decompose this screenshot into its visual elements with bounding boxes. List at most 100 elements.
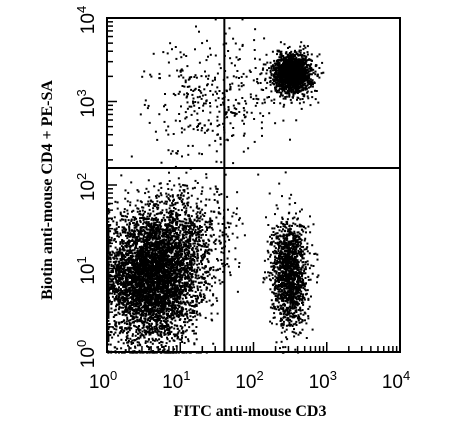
event-dot xyxy=(189,260,191,263)
event-dot xyxy=(135,268,138,271)
event-dot xyxy=(146,215,149,218)
event-dot xyxy=(195,298,198,301)
event-dot xyxy=(156,248,159,251)
event-dot xyxy=(114,229,117,232)
event-dot xyxy=(165,282,168,285)
event-dot xyxy=(123,283,126,286)
event-dot xyxy=(126,323,128,325)
event-dot xyxy=(161,257,164,260)
event-dot xyxy=(134,291,137,294)
event-dot xyxy=(107,336,110,339)
event-dot xyxy=(133,310,136,313)
event-dot xyxy=(144,330,147,333)
event-dot xyxy=(188,279,191,282)
event-dot xyxy=(132,270,135,273)
event-dot xyxy=(119,242,122,245)
event-dot xyxy=(115,298,118,301)
event-dot xyxy=(289,302,292,305)
event-dot xyxy=(127,344,129,347)
event-dot xyxy=(145,281,148,284)
event-dot xyxy=(136,259,138,262)
event-dot xyxy=(139,219,142,222)
event-dot xyxy=(126,231,129,234)
event-dot xyxy=(183,250,186,253)
event-dot xyxy=(122,313,125,316)
event-dot xyxy=(134,325,137,328)
event-dot xyxy=(151,288,154,291)
event-dot xyxy=(136,189,139,192)
event-dot xyxy=(162,299,165,302)
event-dot xyxy=(191,312,194,314)
event-dot xyxy=(136,247,139,250)
event-dot xyxy=(158,277,161,280)
event-dot xyxy=(183,241,186,244)
event-dot xyxy=(157,225,160,228)
event-dot xyxy=(184,264,187,267)
event-dot xyxy=(173,295,176,297)
event-dot xyxy=(160,335,163,338)
event-dot xyxy=(160,331,163,334)
event-dot xyxy=(165,301,168,304)
event-dot xyxy=(138,263,141,266)
event-dot xyxy=(125,335,128,338)
event-dot xyxy=(110,278,113,281)
event-dot xyxy=(159,201,161,204)
event-dot xyxy=(158,263,161,266)
event-dot xyxy=(157,266,160,269)
event-dot xyxy=(107,302,110,305)
event-dot xyxy=(174,319,177,322)
event-dot xyxy=(118,270,121,273)
event-dot xyxy=(123,208,126,211)
event-dot xyxy=(165,254,168,257)
event-dot xyxy=(186,315,189,318)
event-dot xyxy=(127,326,130,329)
event-dot xyxy=(117,311,120,314)
event-dot xyxy=(175,314,178,317)
event-dot xyxy=(194,304,197,307)
event-dot xyxy=(127,270,130,273)
event-dot xyxy=(208,267,211,270)
event-dot xyxy=(153,281,156,284)
event-dot xyxy=(157,250,160,253)
event-dot xyxy=(199,293,202,296)
event-dot xyxy=(113,239,116,242)
event-dot xyxy=(173,327,176,330)
event-dot xyxy=(161,295,163,298)
event-dot xyxy=(198,281,201,284)
event-dot xyxy=(164,345,167,347)
event-dot xyxy=(147,200,150,203)
event-dot xyxy=(154,309,157,312)
event-dot xyxy=(168,281,171,284)
event-dot xyxy=(144,307,146,310)
event-dot xyxy=(157,309,160,312)
event-dot xyxy=(192,283,195,286)
event-dot xyxy=(150,260,153,263)
event-dot xyxy=(165,264,168,267)
event-dot xyxy=(186,224,189,227)
event-dot xyxy=(118,303,121,306)
event-dot xyxy=(169,239,172,242)
event-dot xyxy=(176,231,178,234)
event-dot xyxy=(113,299,116,302)
event-dot xyxy=(170,279,173,281)
event-dot xyxy=(144,240,147,243)
event-dot xyxy=(109,245,112,248)
event-dot xyxy=(149,331,152,334)
event-dot xyxy=(145,237,148,240)
event-dot xyxy=(134,272,136,275)
event-dot xyxy=(143,247,145,250)
event-dot xyxy=(178,295,181,298)
event-dot xyxy=(127,330,130,333)
event-dot xyxy=(208,273,211,276)
event-dot xyxy=(179,273,182,276)
event-dot xyxy=(169,243,172,245)
event-dot xyxy=(118,252,121,255)
event-dot xyxy=(193,268,196,271)
event-dot xyxy=(110,218,113,221)
event-dot xyxy=(196,294,199,297)
event-dot xyxy=(147,212,150,215)
event-dot xyxy=(137,229,140,232)
event-dot xyxy=(159,257,162,260)
event-dot xyxy=(159,247,162,250)
event-dot xyxy=(155,195,157,198)
